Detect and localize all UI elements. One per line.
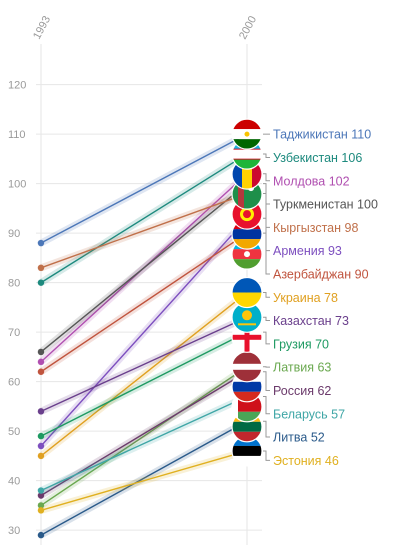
series-point-start — [37, 348, 45, 356]
series-line — [40, 292, 248, 457]
series-points — [37, 239, 45, 539]
y-tick-label: 110 — [8, 129, 26, 141]
series-label: Украина 78 — [273, 291, 338, 305]
y-tick-label: 120 — [8, 80, 26, 92]
series-line — [40, 183, 248, 353]
series-label: Россия 62 — [273, 384, 331, 398]
label-connector — [263, 193, 270, 228]
series-label: Азербайджан 90 — [273, 267, 369, 281]
series-label: Туркменистан 100 — [273, 198, 378, 212]
label-connector — [263, 450, 270, 461]
series-point-start — [37, 492, 45, 499]
series-line — [40, 450, 248, 512]
y-tick-label: 40 — [8, 476, 20, 488]
series-label: Грузия 70 — [273, 337, 329, 351]
series-label: Армения 93 — [273, 244, 342, 258]
series-point-start — [37, 432, 45, 440]
series-point-start — [37, 531, 45, 539]
series-labels: Таджикистан 110 Узбекистан 106 Молдова 102… — [263, 128, 378, 468]
series-label: Молдова 102 — [273, 174, 350, 188]
series-label: Беларусь 57 — [273, 407, 345, 421]
series-line — [40, 366, 248, 506]
series-point-start — [37, 452, 45, 460]
series-label: Латвия 63 — [273, 361, 331, 375]
y-tick-label: 90 — [8, 228, 20, 240]
y-tick-label: 30 — [8, 525, 20, 537]
series-point-start — [37, 264, 45, 271]
label-connector — [263, 316, 270, 322]
series-line — [40, 331, 248, 437]
series-label: Эстония 46 — [273, 454, 339, 468]
series-lines — [37, 130, 251, 539]
series-line — [40, 192, 248, 269]
series-label: Кыргызстан 98 — [273, 221, 358, 235]
label-connector — [263, 232, 270, 275]
label-connector — [263, 331, 270, 345]
ukraine-flag-icon — [231, 276, 263, 309]
series-label: Таджикистан 110 — [273, 128, 371, 142]
series-point-start — [37, 279, 45, 286]
y-tick-label: 60 — [8, 377, 20, 389]
label-connector — [263, 371, 270, 391]
x-tick-label: 1993 — [31, 14, 53, 41]
series-point-start — [37, 358, 45, 366]
series-line — [40, 420, 248, 536]
flags — [231, 118, 263, 467]
y-tick-label: 50 — [8, 426, 20, 438]
series-point-start — [37, 408, 45, 415]
grid-lines — [36, 44, 262, 545]
series-line — [40, 395, 248, 492]
series-label: Узбекистан 106 — [273, 151, 362, 165]
tajikistan-flag-icon — [231, 118, 263, 150]
label-connector — [263, 153, 270, 158]
latvia-flag-icon — [231, 351, 263, 383]
series-point-start — [37, 239, 45, 247]
y-tick-label: 100 — [8, 179, 26, 191]
label-connector — [263, 173, 270, 182]
series-line — [40, 133, 248, 244]
series-line — [40, 232, 248, 373]
series-line — [40, 316, 248, 412]
series-point-start — [37, 487, 45, 494]
series-line — [40, 153, 248, 284]
series-point-start — [37, 442, 45, 450]
y-tick-label: 80 — [8, 278, 20, 290]
label-connector — [263, 292, 270, 298]
series-label: Казахстан 73 — [273, 314, 349, 328]
label-connector — [263, 396, 270, 415]
series-point-start — [37, 507, 45, 514]
y-tick-label: 70 — [8, 327, 20, 339]
label-connector — [263, 420, 270, 438]
x-tick-label: 2000 — [237, 14, 259, 41]
series-point-start — [37, 368, 45, 375]
series-label: Литва 52 — [273, 431, 325, 445]
series-point-start — [37, 502, 45, 509]
